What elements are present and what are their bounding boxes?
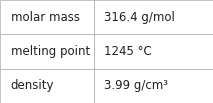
- Text: 316.4 g/mol: 316.4 g/mol: [104, 11, 175, 24]
- Text: molar mass: molar mass: [11, 11, 80, 24]
- Bar: [0, 69, 94, 103]
- Bar: [0, 0, 94, 34]
- Bar: [0, 34, 94, 69]
- Bar: [94, 69, 213, 103]
- Text: 1245 °C: 1245 °C: [104, 45, 152, 58]
- Bar: [94, 34, 213, 69]
- Text: 3.99 g/cm³: 3.99 g/cm³: [104, 79, 168, 92]
- Text: density: density: [11, 79, 54, 92]
- Text: melting point: melting point: [11, 45, 90, 58]
- Bar: [94, 0, 213, 34]
